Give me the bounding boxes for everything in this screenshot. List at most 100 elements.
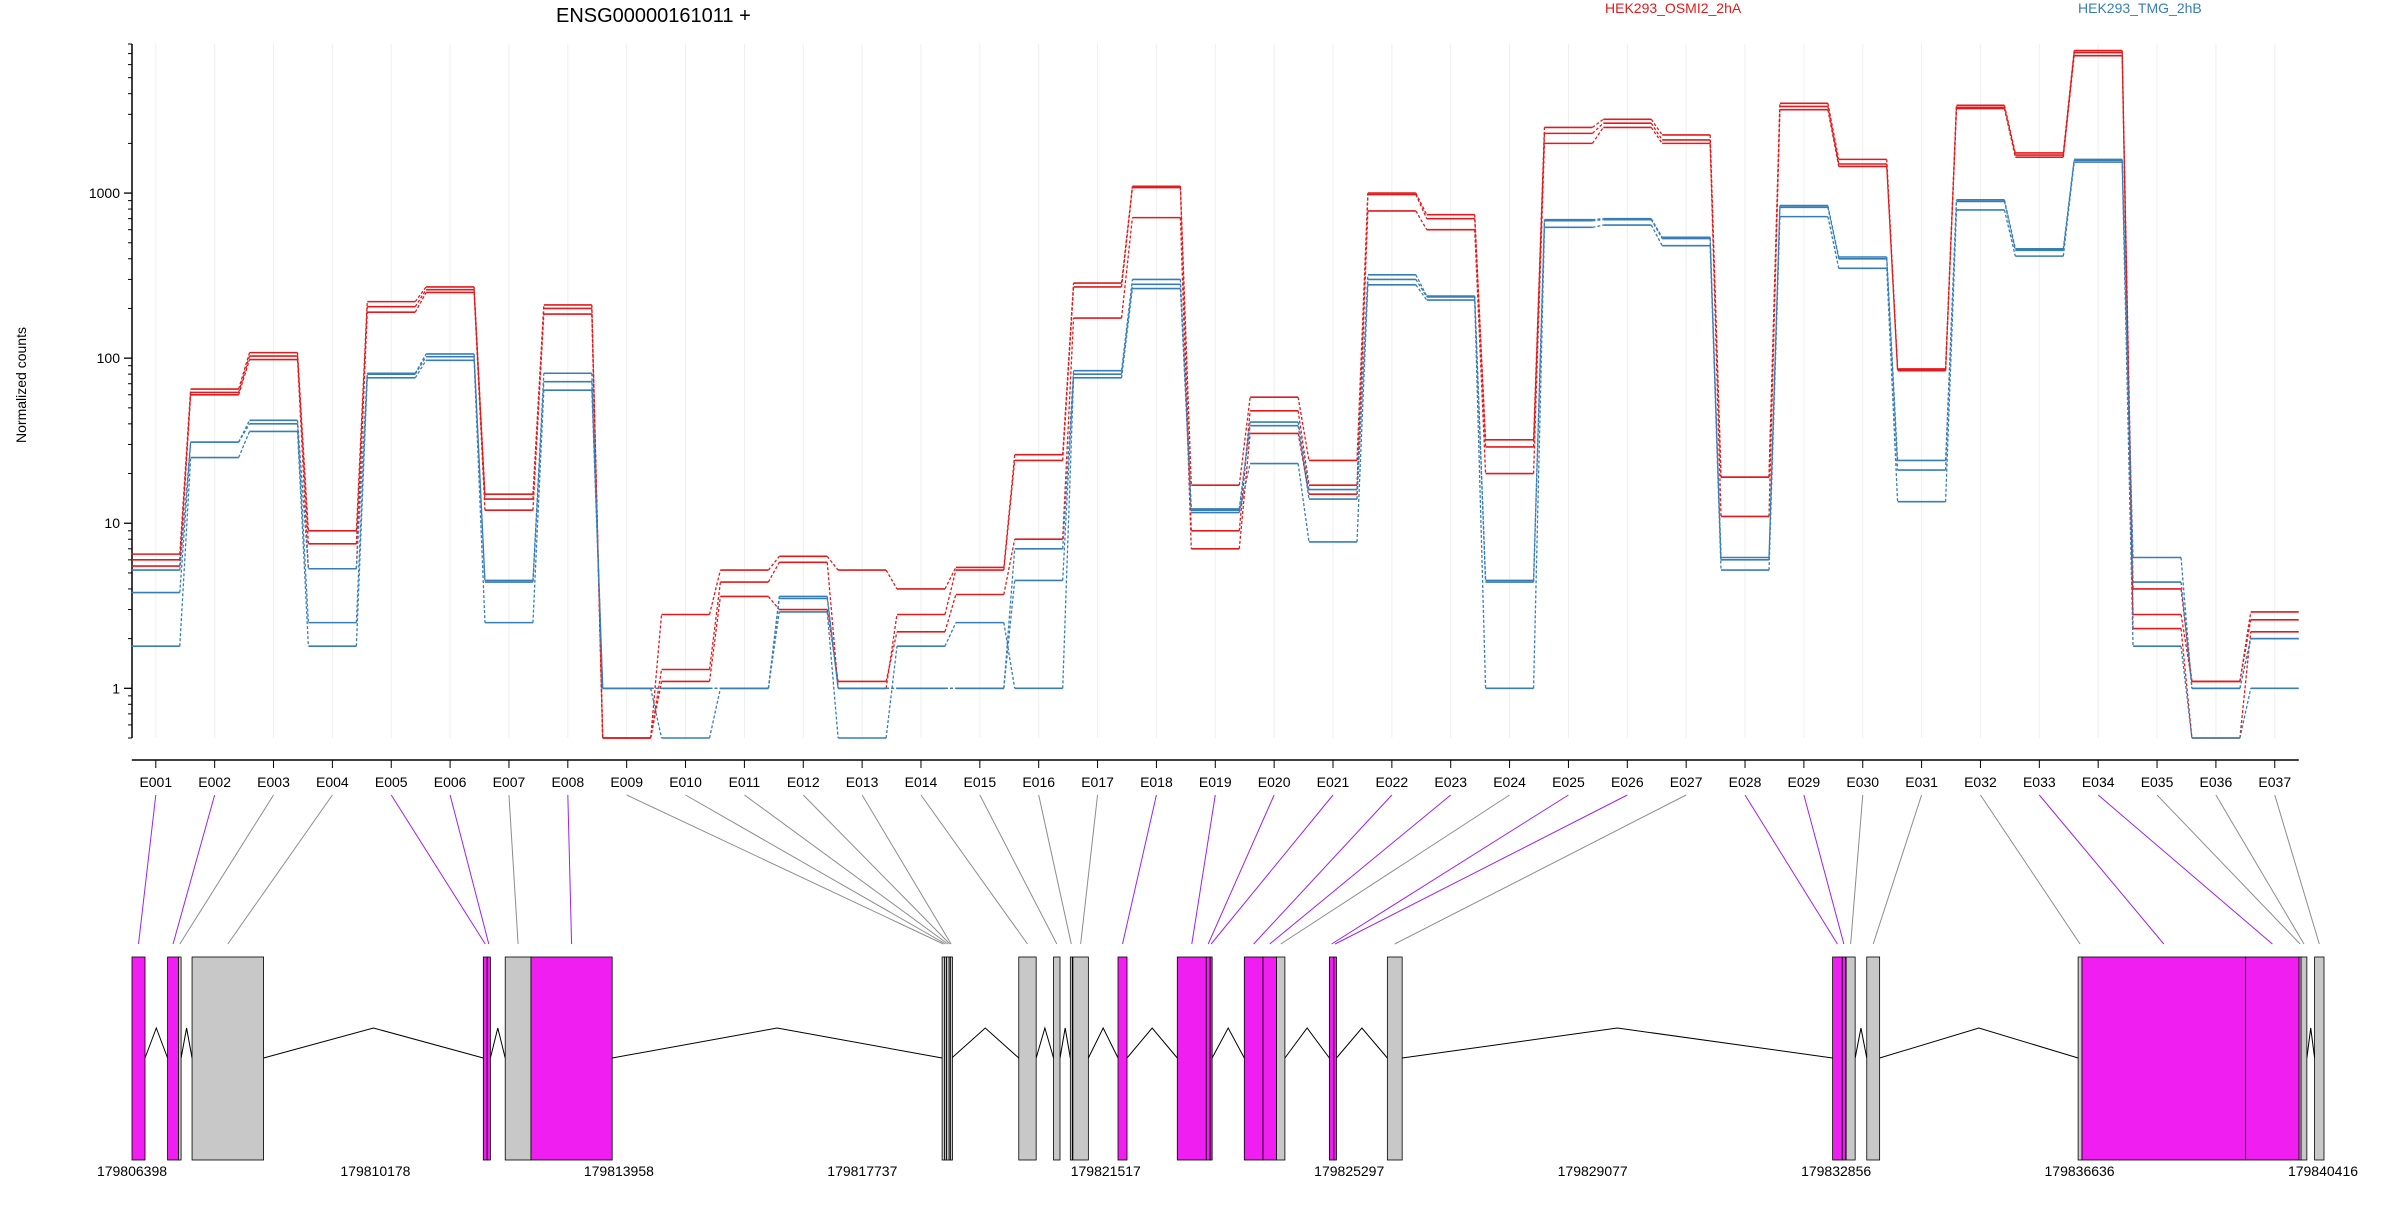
x-tick-label: E011 [729, 774, 761, 790]
exon-link [1394, 794, 1687, 945]
legend-series-1: HEK293_TMG_2hB [2078, 0, 2202, 16]
intron [951, 1027, 1020, 1059]
series-connector [296, 423, 310, 623]
series-connector [1003, 548, 1016, 689]
series-connector [1062, 318, 1075, 540]
series-connector [238, 420, 251, 443]
series-connector [1650, 219, 1663, 239]
exon-box [1209, 956, 1213, 1161]
genomic-tick-label: 179832856 [1801, 1163, 1871, 1179]
series-connector [2003, 107, 2016, 156]
series-connector [944, 594, 957, 632]
intron [1284, 1027, 1330, 1059]
series-connector [1415, 279, 1428, 298]
series-connector [1827, 207, 1840, 259]
intron [1087, 1026, 1119, 1059]
x-tick-label: E010 [669, 774, 702, 790]
series-connector [2239, 638, 2252, 689]
x-tick-label: E023 [1434, 774, 1467, 790]
series-connector [767, 598, 780, 689]
series-connector [1768, 205, 1781, 558]
exon-link [1872, 794, 1923, 945]
legend-series-0: HEK293_OSMI2_2hA [1605, 0, 1742, 16]
series-connector [1062, 286, 1075, 461]
series-connector [1238, 433, 1251, 549]
series-connector [1650, 122, 1663, 141]
intron [1879, 1027, 2079, 1059]
series-connector [1591, 127, 1604, 144]
x-tick-label: E018 [1140, 774, 1173, 790]
series-connector [650, 614, 663, 739]
series-connector [2003, 201, 2016, 251]
genomic-tick-label: 179806398 [97, 1163, 167, 1179]
series-connector [1120, 284, 1134, 375]
exon-box [1845, 956, 1856, 1161]
exon-box [486, 956, 491, 1161]
exon-box [191, 956, 264, 1161]
series-connector [767, 555, 780, 571]
intron [612, 1027, 943, 1059]
series-connector [2062, 55, 2075, 158]
exon-link [1850, 794, 1864, 945]
series-connector [1592, 219, 1604, 222]
series-connector [1532, 227, 1546, 689]
series-connector [2180, 646, 2193, 739]
series-connector [1886, 166, 1899, 371]
exon-link [1269, 794, 1452, 945]
exon-box [1072, 956, 1089, 1161]
y-tick-label: 1000 [89, 185, 120, 201]
intron [1059, 1027, 1071, 1059]
series-connector [1415, 194, 1428, 219]
series-connector [826, 611, 839, 739]
exon-box [482, 956, 488, 1161]
chart-title: ENSG00000161011 + [556, 5, 751, 27]
series-connector [1474, 229, 1487, 474]
x-tick-label: E005 [375, 774, 408, 790]
exon-box [504, 956, 532, 1161]
genomic-ticks: 179806398 179810178 179813958 179817737 1798… [97, 1163, 2358, 1179]
x-tick-label: E006 [434, 774, 467, 790]
x-tick-label: E022 [1376, 774, 1409, 790]
exon-link [626, 794, 944, 945]
series-connector [2239, 688, 2252, 739]
exon-link [138, 794, 157, 945]
exon-link [2156, 794, 2301, 945]
exon-box [530, 956, 613, 1161]
x-tick-label: E037 [2258, 774, 2291, 790]
series-connector [1356, 284, 1369, 542]
y-axis-label: Normalized counts [13, 327, 29, 443]
series-connector [1297, 421, 1310, 490]
series-connector [1297, 425, 1310, 500]
series-connector [708, 569, 722, 615]
series-connector [885, 614, 898, 689]
series-connector [2003, 108, 2016, 158]
exon-link [1253, 794, 1393, 945]
intron [2306, 1027, 2316, 1059]
exon-link [1744, 794, 1838, 945]
series-connector [1827, 205, 1840, 258]
x-tick-label: E026 [1611, 774, 1644, 790]
series-connector [1238, 425, 1251, 511]
gene-model [131, 956, 2325, 1161]
series-connector [767, 561, 780, 583]
x-tick-label: E007 [493, 774, 526, 790]
exon-box [2300, 956, 2308, 1161]
series-connector [1179, 186, 1192, 486]
exon-box [1276, 956, 1286, 1161]
series-connector [414, 359, 427, 379]
series-connector [885, 631, 898, 682]
genomic-tick-label: 179836636 [2045, 1163, 2115, 1179]
x-tick-label: E025 [1552, 774, 1585, 790]
series-connector [1238, 463, 1251, 513]
series-connector [1297, 397, 1310, 461]
series-connector [2121, 162, 2134, 647]
genomic-tick-label: 179829077 [1558, 1163, 1628, 1179]
x-tick-label: E021 [1317, 774, 1350, 790]
exon-link [920, 794, 1028, 945]
x-tick-label: E003 [257, 774, 290, 790]
series-connector [1768, 106, 1781, 478]
x-tick-label: E014 [905, 774, 938, 790]
series-connector [238, 352, 251, 390]
series-connector [708, 688, 722, 739]
